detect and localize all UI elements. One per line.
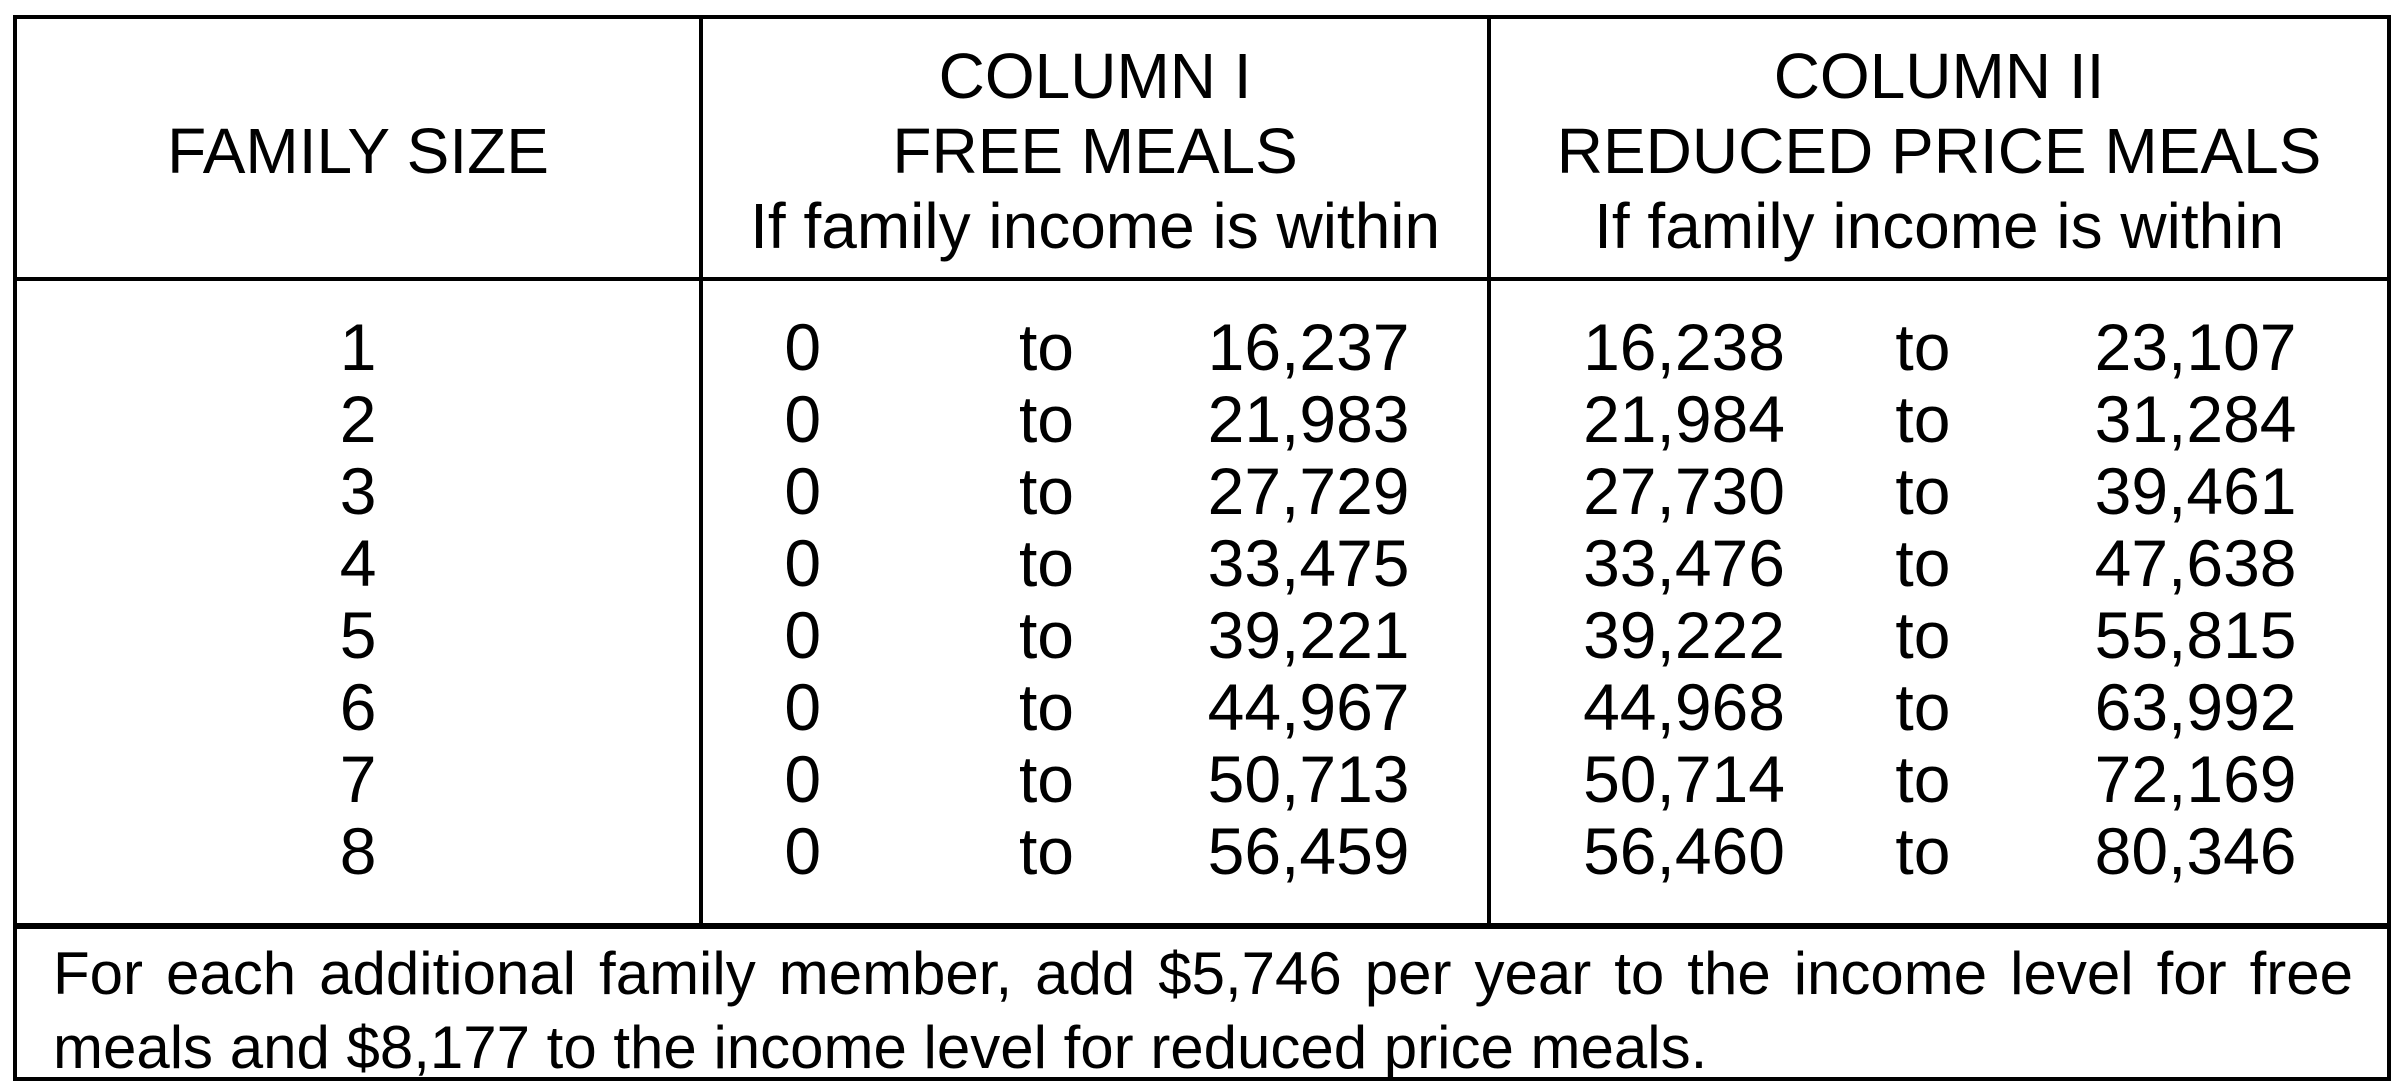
header-column-2-reduced-price-meals: COLUMN II REDUCED PRICE MEALS If family …	[1491, 19, 2387, 277]
range-to-label: to	[1018, 598, 1075, 672]
free-meals-range-row: 0 to 39,221	[703, 599, 1487, 671]
note-line-2: meals and $8,177 to the income level for…	[53, 1014, 1708, 1081]
range-to-label: to	[1895, 742, 1951, 816]
table-body: 1 2 3 4 5 6 7 8 0 to 16,237 0 to 21,983	[17, 281, 2387, 929]
range-min: 21,984	[1583, 382, 1785, 456]
range-min: 0	[784, 526, 822, 600]
reduced-price-range-row: 44,968 to 63,992	[1491, 671, 2387, 743]
range-to-label: to	[1018, 526, 1075, 600]
column-1-subtitle: FREE MEALS	[892, 114, 1298, 187]
range-min: 50,714	[1583, 742, 1785, 816]
free-meals-range-row: 0 to 50,713	[703, 743, 1487, 815]
range-to-label: to	[1895, 310, 1951, 384]
range-max: 80,346	[2094, 814, 2297, 888]
free-meals-range-row: 0 to 56,459	[703, 815, 1487, 887]
range-to-label: to	[1018, 454, 1075, 528]
range-to-label: to	[1018, 742, 1075, 816]
range-to-label: to	[1018, 814, 1075, 888]
family-size-value: 6	[339, 670, 377, 744]
reduced-price-range-row: 21,984 to 31,284	[1491, 383, 2387, 455]
range-to-label: to	[1895, 670, 1951, 744]
range-max: 31,284	[2094, 382, 2297, 456]
range-min: 0	[784, 814, 822, 888]
range-to-label: to	[1018, 310, 1075, 384]
column-2-title: COLUMN II	[1773, 39, 2105, 112]
additional-member-note: For each additional family member, add $…	[17, 929, 2387, 1085]
family-size-value: 5	[339, 598, 377, 672]
range-max: 44,967	[1207, 670, 1410, 744]
range-max: 47,638	[2094, 526, 2297, 600]
income-eligibility-table: FAMILY SIZE COLUMN I FREE MEALS If famil…	[13, 15, 2391, 1081]
range-max: 63,992	[2094, 670, 2297, 744]
range-max: 39,461	[2094, 454, 2297, 528]
family-size-column: 1 2 3 4 5 6 7 8	[17, 281, 704, 923]
table-header-row: FAMILY SIZE COLUMN I FREE MEALS If famil…	[17, 19, 2387, 281]
header-family-size: FAMILY SIZE	[17, 19, 704, 277]
range-min: 0	[784, 670, 822, 744]
family-size-value: 4	[339, 526, 377, 600]
reduced-price-range-row: 56,460 to 80,346	[1491, 815, 2387, 887]
range-min: 39,222	[1583, 598, 1785, 672]
range-to-label: to	[1895, 454, 1951, 528]
range-max: 56,459	[1207, 814, 1410, 888]
range-min: 44,968	[1583, 670, 1785, 744]
column-1-condition: If family income is within	[750, 189, 1441, 262]
range-max: 50,713	[1207, 742, 1410, 816]
family-size-title: FAMILY SIZE	[167, 114, 549, 187]
header-column-1-free-meals: COLUMN I FREE MEALS If family income is …	[703, 19, 1492, 277]
reduced-price-range-row: 16,238 to 23,107	[1491, 311, 2387, 383]
family-size-value: 8	[339, 814, 377, 888]
range-to-label: to	[1018, 382, 1075, 456]
range-max: 33,475	[1207, 526, 1410, 600]
range-max: 23,107	[2094, 310, 2297, 384]
reduced-price-range-row: 33,476 to 47,638	[1491, 527, 2387, 599]
column-1-title: COLUMN I	[938, 39, 1252, 112]
range-to-label: to	[1895, 526, 1951, 600]
range-max: 55,815	[2094, 598, 2297, 672]
range-max: 27,729	[1207, 454, 1410, 528]
free-meals-range-row: 0 to 44,967	[703, 671, 1487, 743]
range-min: 0	[784, 310, 822, 384]
range-to-label: to	[1018, 670, 1075, 744]
range-min: 0	[784, 598, 822, 672]
range-max: 21,983	[1207, 382, 1410, 456]
family-size-value: 7	[339, 742, 377, 816]
free-meals-range-row: 0 to 16,237	[703, 311, 1487, 383]
range-to-label: to	[1895, 382, 1951, 456]
range-max: 39,221	[1207, 598, 1410, 672]
free-meals-range-row: 0 to 21,983	[703, 383, 1487, 455]
range-to-label: to	[1895, 814, 1951, 888]
range-min: 56,460	[1583, 814, 1785, 888]
range-min: 0	[784, 382, 822, 456]
free-meals-range-row: 0 to 33,475	[703, 527, 1487, 599]
range-min: 16,238	[1583, 310, 1785, 384]
family-size-value: 2	[339, 382, 377, 456]
range-min: 33,476	[1583, 526, 1785, 600]
reduced-price-range-row: 39,222 to 55,815	[1491, 599, 2387, 671]
range-max: 16,237	[1207, 310, 1410, 384]
column-2-subtitle: REDUCED PRICE MEALS	[1556, 114, 2322, 187]
reduced-price-range-row: 50,714 to 72,169	[1491, 743, 2387, 815]
range-min: 0	[784, 742, 822, 816]
reduced-price-range-row: 27,730 to 39,461	[1491, 455, 2387, 527]
free-meals-range-row: 0 to 27,729	[703, 455, 1487, 527]
range-min: 27,730	[1583, 454, 1785, 528]
range-to-label: to	[1895, 598, 1951, 672]
family-size-value: 1	[339, 310, 377, 384]
range-max: 72,169	[2094, 742, 2297, 816]
reduced-price-meals-column: 16,238 to 23,107 21,984 to 31,284 27,730…	[1491, 281, 2387, 923]
note-line-1: For each additional family member, add $…	[53, 940, 2353, 1007]
free-meals-column: 0 to 16,237 0 to 21,983 0 to 27,729 0 to	[703, 281, 1492, 923]
range-min: 0	[784, 454, 822, 528]
family-size-value: 3	[339, 454, 377, 528]
column-2-condition: If family income is within	[1594, 189, 2285, 262]
